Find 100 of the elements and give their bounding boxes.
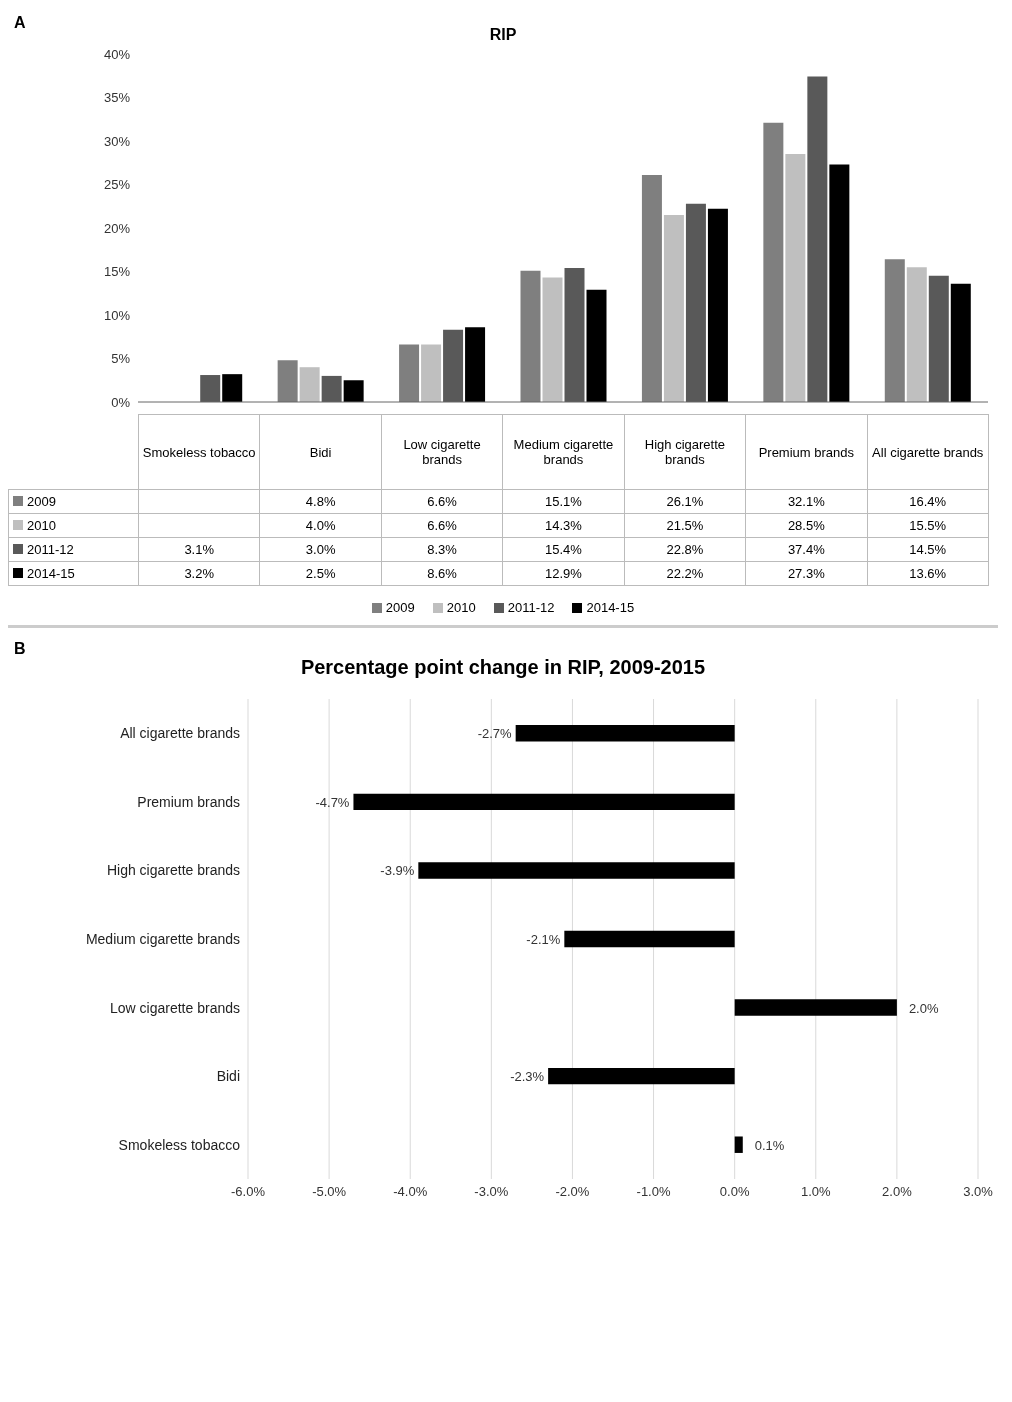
y-tick-label: Low cigarette brands: [110, 999, 240, 1016]
x-tick-label: 3.0%: [963, 1184, 994, 1200]
x-tick-label: -4.0%: [393, 1184, 428, 1200]
x-tick-label: High cigarette brands: [624, 414, 746, 490]
y-tick-label: 25%: [103, 177, 131, 193]
x-tick-label: 0.0%: [719, 1184, 750, 1200]
x-tick-label: -2.0%: [555, 1184, 590, 1200]
bar: [277, 360, 298, 402]
chart-title: RIP: [489, 26, 517, 43]
bar: [829, 164, 850, 402]
bar: [734, 1136, 743, 1153]
legend-label: 2011-12: [8, 537, 139, 562]
text: A: [14, 14, 26, 32]
data-label: 0.1%: [754, 1137, 785, 1153]
x-tick-label: -3.0%: [474, 1184, 509, 1200]
data-label: 6.6%: [381, 513, 503, 538]
bar: [884, 259, 905, 402]
bar: [542, 277, 563, 402]
y-tick-label: Medium cigarette brands: [85, 930, 240, 947]
legend-label: 2014-15: [585, 600, 635, 615]
bar: [343, 380, 364, 402]
y-tick-label: 15%: [103, 264, 131, 280]
bar: [663, 214, 684, 402]
data-label: 3.1%: [138, 537, 260, 562]
data-label: 8.6%: [381, 561, 503, 586]
bar: [299, 367, 320, 402]
bar: [785, 154, 806, 402]
data-label: 3.0%: [259, 537, 382, 562]
data-label: -4.7%: [315, 794, 350, 810]
y-tick-label: Smokeless tobacco: [118, 1136, 241, 1153]
data-label: 8.3%: [381, 537, 503, 562]
data-label: -2.1%: [526, 932, 561, 947]
text: 2009: [27, 494, 56, 509]
data-label: 21.5%: [624, 513, 746, 538]
data-label: 15.5%: [867, 513, 989, 538]
y-tick-label: Premium brands: [137, 793, 240, 810]
y-tick-label: 40%: [103, 46, 131, 62]
bar: [222, 374, 243, 402]
bar: [548, 1067, 735, 1085]
data-label: 14.3%: [502, 513, 625, 538]
data-label: 15.4%: [502, 537, 625, 562]
data-label: 4.8%: [259, 489, 382, 514]
bar: [928, 275, 949, 402]
x-tick-label: Bidi: [259, 414, 382, 490]
data-label: 2.0%: [908, 1000, 939, 1016]
y-tick-label: 30%: [103, 133, 131, 149]
data-label: 37.4%: [745, 537, 868, 562]
y-tick-label: 10%: [103, 307, 131, 323]
bar: [443, 329, 464, 402]
data-label: 26.1%: [624, 489, 746, 514]
y-tick-label: All cigarette brands: [120, 725, 240, 742]
y-tick-label: 0%: [111, 394, 131, 410]
x-tick-label: All cigarette brands: [867, 414, 989, 490]
bar: [641, 174, 662, 402]
data-label: 16.4%: [867, 489, 989, 514]
text: 2014-15: [27, 566, 75, 581]
data-label: 12.9%: [502, 561, 625, 586]
x-tick-label: Premium brands: [745, 414, 868, 490]
x-tick-label: -5.0%: [312, 1184, 347, 1200]
y-tick-label: High cigarette brands: [106, 862, 240, 879]
data-label: 27.3%: [745, 561, 868, 586]
y-tick-label: 20%: [103, 220, 131, 236]
bar: [353, 793, 735, 811]
data-label: 13.6%: [867, 561, 989, 586]
bar: [418, 862, 735, 879]
data-label: -3.9%: [380, 863, 415, 879]
y-tick-label: 5%: [111, 351, 131, 367]
y-tick-label: Bidi: [216, 1068, 240, 1085]
data-label: 22.8%: [624, 537, 746, 562]
text: B: [14, 640, 26, 658]
x-tick-label: 1.0%: [800, 1184, 832, 1200]
bar: [685, 203, 706, 402]
bar: [763, 122, 784, 402]
x-tick-label: -6.0%: [231, 1184, 266, 1200]
x-tick-label: Medium cigarette brands: [502, 414, 625, 490]
data-label: 6.6%: [381, 489, 503, 514]
data-label: 15.1%: [502, 489, 625, 514]
x-tick-label: 2.0%: [882, 1184, 913, 1200]
bar: [807, 76, 828, 402]
legend-label: 2010: [445, 600, 476, 615]
data-label: -2.3%: [510, 1069, 545, 1085]
bar: [734, 999, 897, 1016]
data-label: 4.0%: [259, 513, 382, 538]
bar: [321, 375, 342, 402]
y-tick-label: 35%: [103, 90, 131, 106]
bar: [564, 268, 585, 402]
data-label: -2.7%: [477, 726, 513, 742]
data-label: 32.1%: [745, 489, 868, 514]
data-label: 3.2%: [138, 561, 260, 586]
bar: [564, 930, 735, 948]
bar: [465, 327, 486, 402]
bar: [200, 375, 221, 402]
bar: [707, 208, 728, 402]
bar: [520, 270, 541, 402]
data-label: 28.5%: [745, 513, 868, 538]
x-tick-label: Low cigarette brands: [381, 414, 503, 490]
text: 2010: [27, 518, 56, 533]
bar: [399, 344, 420, 402]
bar: [586, 289, 607, 402]
bar: [515, 725, 735, 742]
